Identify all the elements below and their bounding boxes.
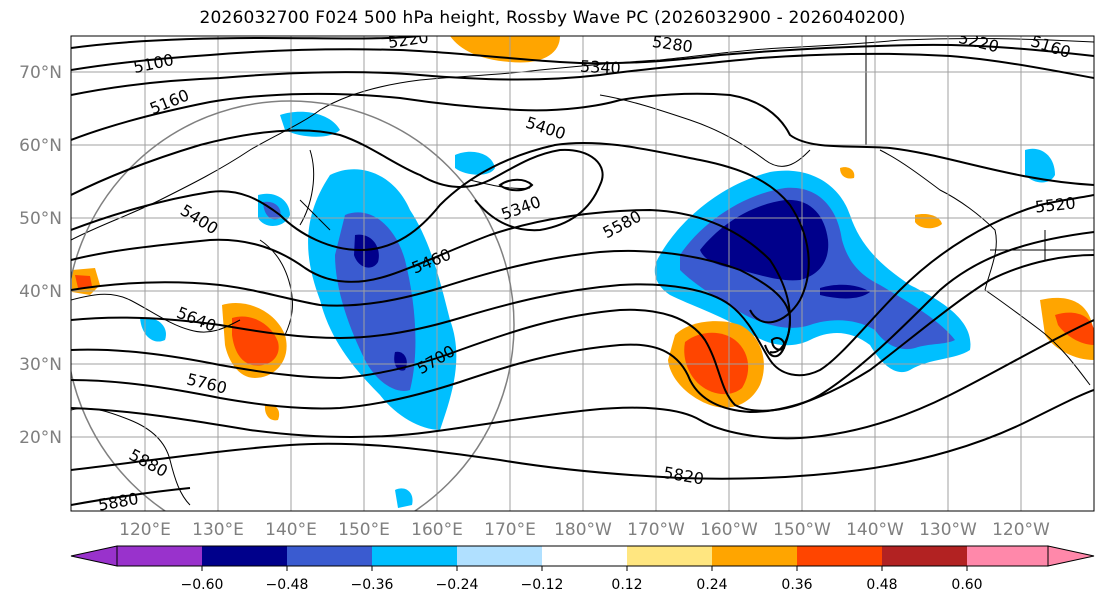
- lon-label: 120°E: [119, 520, 171, 540]
- colorbar-tick-label: −0.36: [351, 577, 394, 593]
- colorbar-tick-labels: −0.60 −0.48 −0.36 −0.24 −0.12 0.12 0.24 …: [181, 577, 983, 593]
- colorbar-tick-label: −0.48: [266, 577, 309, 593]
- colorbar-swatch: [202, 546, 287, 566]
- lat-label-50n: 50°N: [19, 209, 62, 229]
- colorbar-left-extend: [70, 545, 118, 567]
- lat-label-40n: 40°N: [19, 282, 62, 302]
- colorbar-ticks: [201, 566, 968, 571]
- colorbar-swatch: [627, 546, 712, 566]
- lat-label-20n: 20°N: [19, 428, 62, 448]
- colorbar-swatch: [117, 546, 202, 566]
- lon-label: 150°E: [338, 520, 390, 540]
- map-title: 2026032700 F024 500 hPa height, Rossby W…: [199, 8, 906, 28]
- lat-lon-grid: [71, 36, 1094, 511]
- contour-label: 5340: [580, 57, 622, 78]
- map-frame: [70, 35, 1095, 512]
- lon-label: 180°W: [554, 520, 612, 540]
- colorbar-swatch: [797, 546, 882, 566]
- latitude-labels: 70°N 60°N 50°N 40°N 30°N 20°N: [19, 63, 62, 448]
- colorbar-frame: [116, 545, 1049, 567]
- colorbar-swatch: [967, 546, 1048, 566]
- lon-label: 170°E: [484, 520, 536, 540]
- contour-label: 5880: [97, 489, 140, 515]
- colorbar-tick-label: 0.24: [696, 577, 727, 593]
- lat-label-70n: 70°N: [19, 63, 62, 83]
- colorbar-tick-label: 0.36: [781, 577, 812, 593]
- colorbar-swatch: [372, 546, 457, 566]
- colorbar-swatch: [712, 546, 797, 566]
- colorbar-tick-label: 0.12: [611, 577, 642, 593]
- colorbar: −0.60 −0.48 −0.36 −0.24 −0.12 0.12 0.24 …: [70, 545, 1095, 593]
- colorbar-swatch: [542, 546, 627, 566]
- colorbar-tick-label: −0.12: [521, 577, 564, 593]
- lon-label: 150°W: [773, 520, 831, 540]
- lon-label: 160°W: [700, 520, 758, 540]
- anomaly-shading: [72, 36, 1094, 508]
- lon-label: 160°E: [411, 520, 463, 540]
- lon-label: 140°E: [265, 520, 317, 540]
- lon-label: 130°W: [919, 520, 977, 540]
- contour-label: 5520: [1034, 193, 1076, 216]
- coastlines: [71, 36, 1094, 506]
- lon-label: 120°W: [992, 520, 1050, 540]
- lat-label-60n: 60°N: [19, 136, 62, 156]
- colorbar-tick-label: −0.60: [181, 577, 224, 593]
- colorbar-swatch: [882, 546, 967, 566]
- colorbar-tick-label: 0.60: [951, 577, 982, 593]
- colorbar-swatch: [287, 546, 372, 566]
- colorbar-right-extend: [1047, 545, 1095, 567]
- map-area: 5100 5160 5220 5280 5340 5220 5160 5400 …: [71, 32, 1094, 515]
- focus-circle: [71, 100, 515, 511]
- longitude-labels: 120°E 130°E 140°E 150°E 160°E 170°E 180°…: [119, 520, 1050, 540]
- colorbar-swatch: [457, 546, 542, 566]
- contour-label: 5280: [651, 32, 694, 56]
- lat-label-30n: 30°N: [19, 355, 62, 375]
- height-contours: [71, 36, 1094, 506]
- lon-label: 140°W: [846, 520, 904, 540]
- lon-label: 130°E: [192, 520, 244, 540]
- colorbar-tick-label: 0.48: [866, 577, 897, 593]
- lon-label: 170°W: [627, 520, 685, 540]
- colorbar-tick-label: −0.24: [436, 577, 479, 593]
